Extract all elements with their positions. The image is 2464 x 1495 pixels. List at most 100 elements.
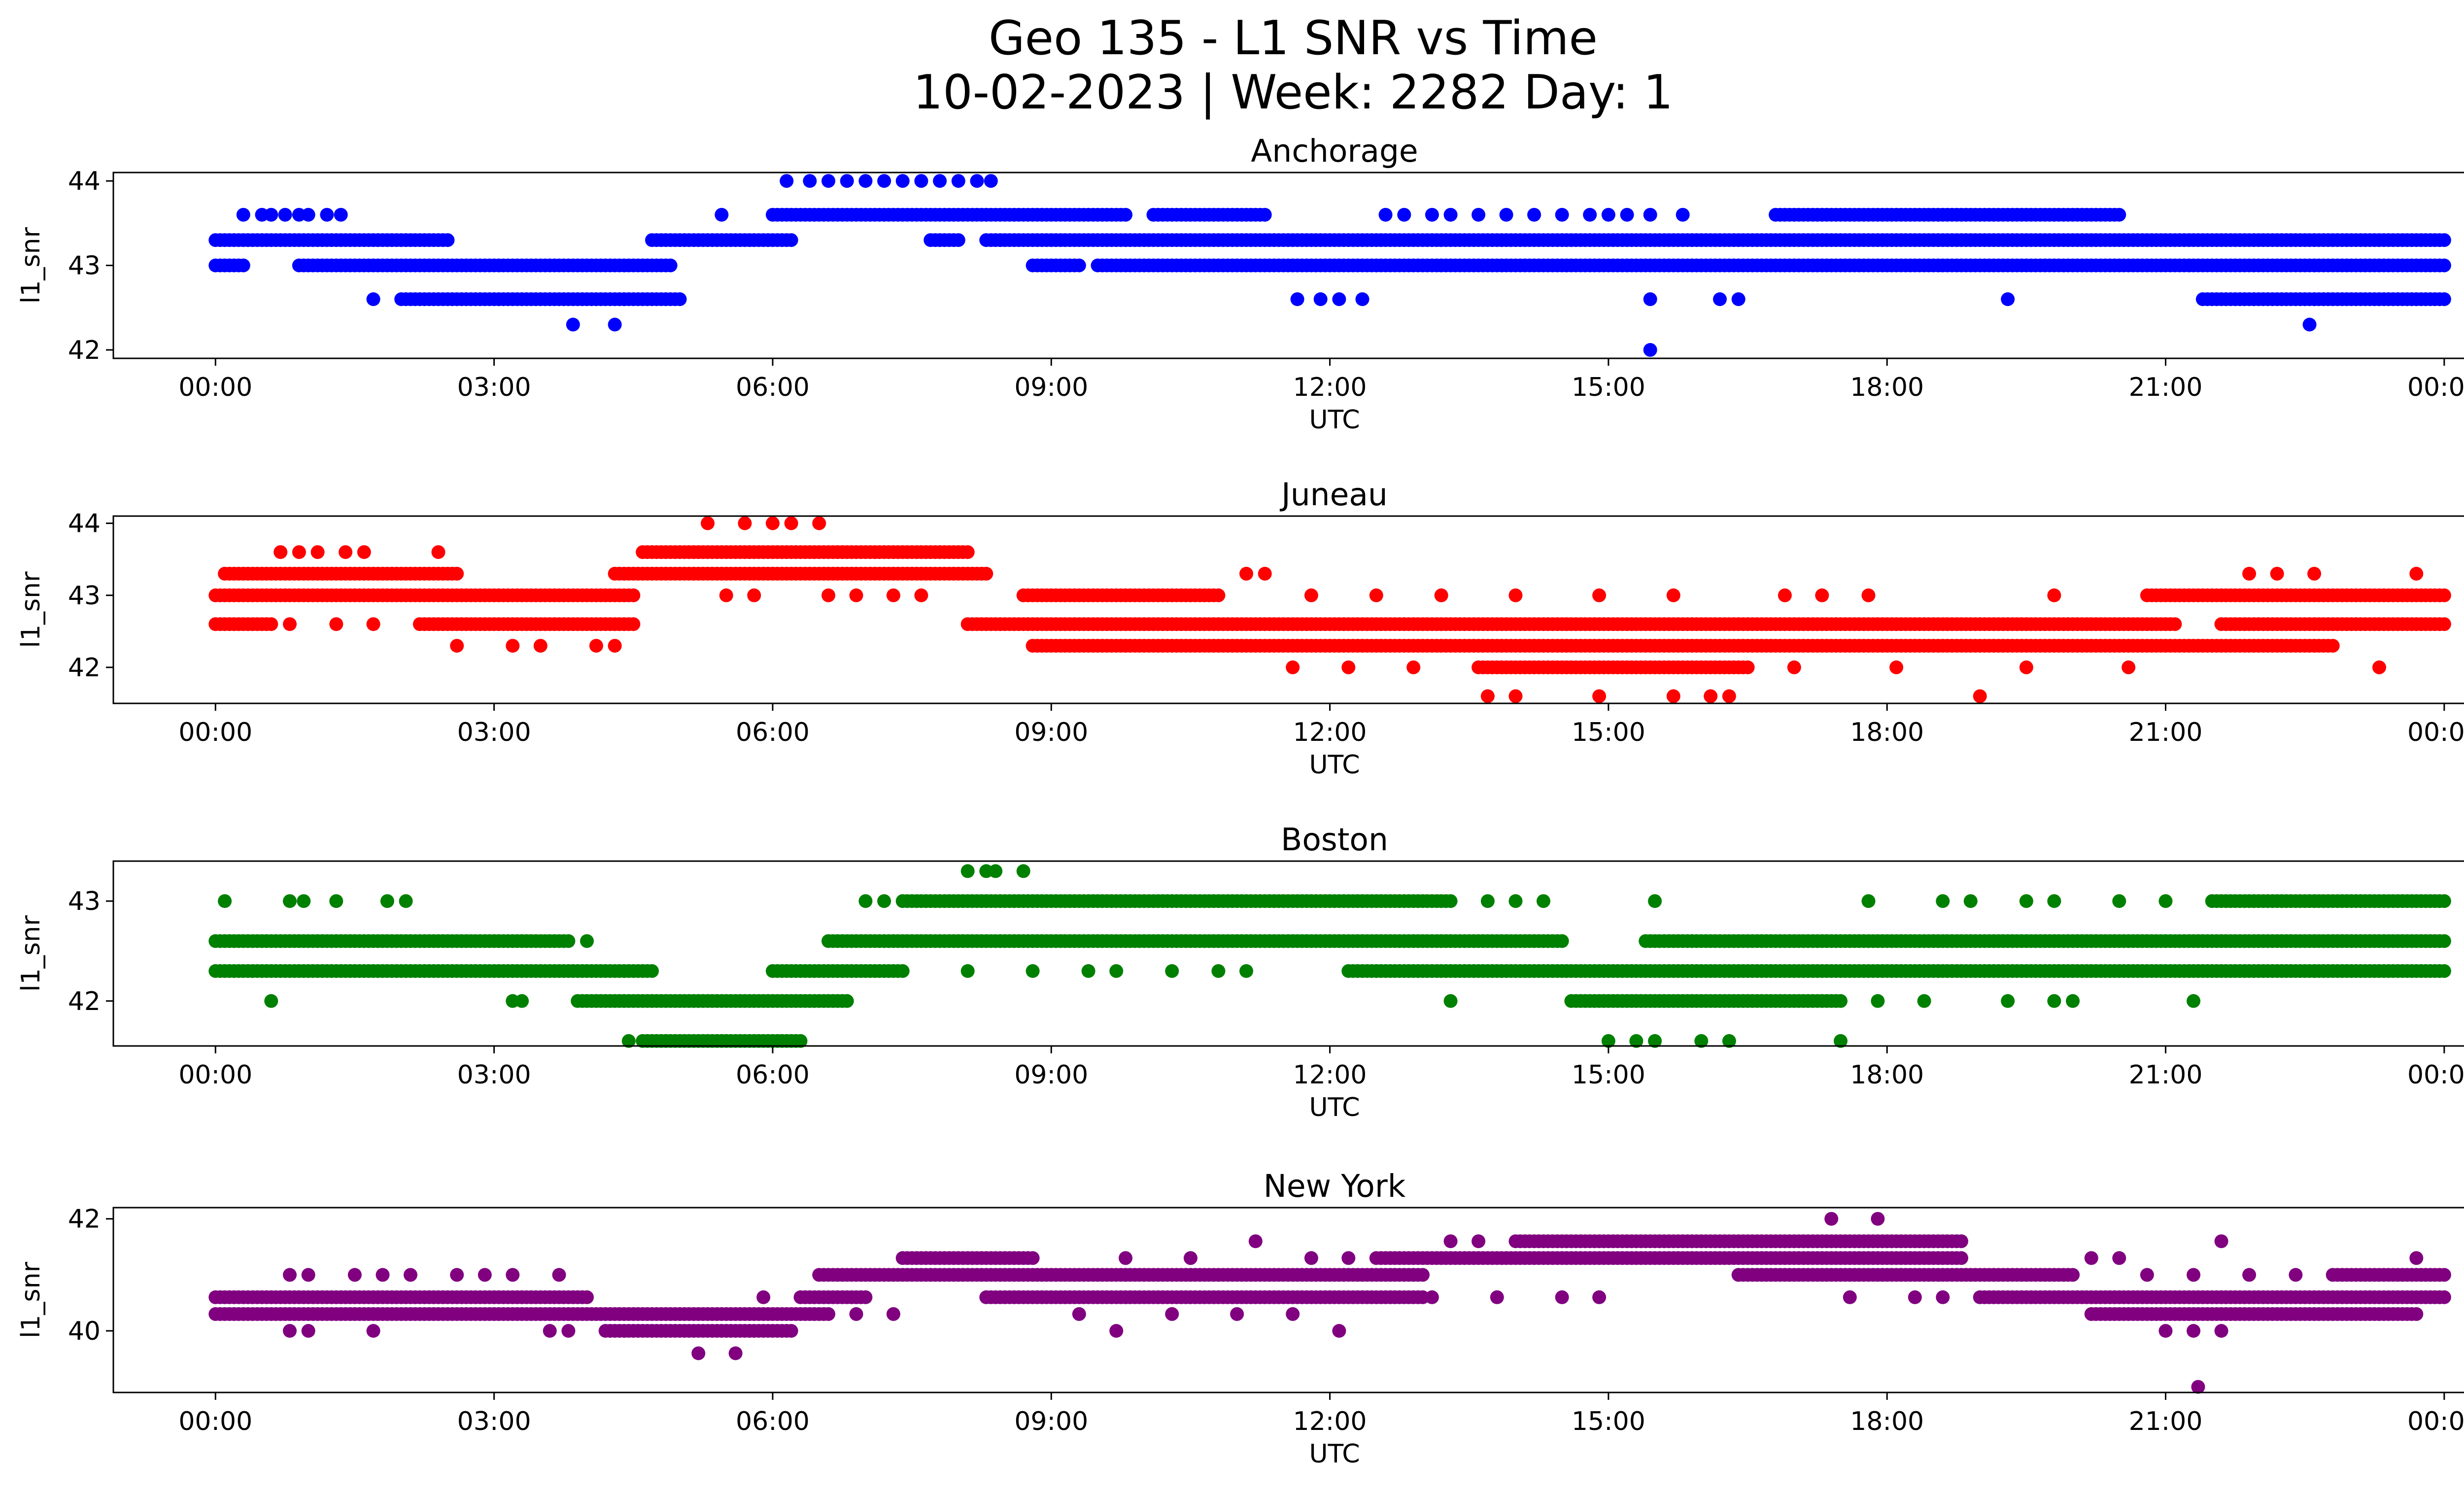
data-point	[1527, 208, 1541, 222]
y-tick-label: 40	[68, 1317, 101, 1346]
x-tick-label: 03:00	[457, 373, 531, 402]
data-point	[1119, 208, 1132, 222]
x-tick-label: 00:00	[178, 1060, 252, 1090]
x-tick-label: 18:00	[1850, 373, 1924, 402]
x-tick-label: 09:00	[1014, 1407, 1088, 1436]
series-band	[1508, 1234, 1968, 1249]
x-tick-label: 21:00	[2129, 1407, 2203, 1436]
series-band	[208, 588, 2451, 602]
axes-frame	[112, 860, 2464, 1047]
y-axis-label: l1_snr	[16, 1261, 46, 1338]
data-point	[1741, 660, 1755, 674]
data-point	[821, 174, 835, 188]
data-point	[1443, 894, 1458, 908]
data-point	[1165, 1307, 1179, 1321]
series-points	[208, 864, 2451, 1048]
data-point	[1676, 208, 1690, 222]
data-point	[339, 545, 353, 559]
data-point	[1908, 1290, 1922, 1304]
data-point	[366, 1324, 380, 1338]
data-point	[1165, 964, 1179, 978]
data-point	[1871, 994, 1885, 1008]
series-band	[1472, 660, 1755, 674]
data-point	[765, 516, 780, 530]
x-tick-label: 15:00	[1572, 1060, 1645, 1090]
x-tick-label: 09:00	[1014, 718, 1088, 747]
data-point	[1713, 292, 1727, 306]
data-point	[933, 174, 947, 188]
data-point	[1917, 994, 1931, 1008]
data-point	[2019, 660, 2033, 674]
data-point	[914, 588, 928, 602]
x-tick-label: 12:00	[1293, 1060, 1367, 1090]
data-point	[320, 208, 334, 222]
data-point	[589, 639, 603, 653]
series-band	[208, 964, 2451, 978]
data-point	[914, 174, 928, 188]
data-point	[2084, 1251, 2098, 1265]
data-point	[821, 588, 835, 602]
series-band	[208, 1307, 2424, 1321]
x-tick-label: 15:00	[1572, 373, 1645, 402]
data-point	[1239, 566, 1253, 581]
y-tick-label: 44	[68, 167, 101, 196]
series-band	[1026, 639, 2340, 653]
data-point	[895, 964, 910, 978]
data-point	[1313, 292, 1328, 306]
x-tick-label: 00:00	[2407, 718, 2464, 747]
data-point	[441, 233, 455, 247]
data-point	[1332, 292, 1346, 306]
data-point	[404, 1268, 417, 1282]
data-point	[1643, 208, 1657, 222]
series-band	[208, 934, 2451, 948]
data-point	[566, 317, 580, 332]
data-point	[1861, 588, 1876, 602]
data-point	[1026, 1251, 1040, 1265]
panel-title: Boston	[1281, 822, 1388, 858]
data-point	[543, 1324, 557, 1338]
data-point	[1072, 258, 1086, 273]
data-point	[283, 617, 297, 631]
data-point	[2158, 1324, 2173, 1338]
series-band	[208, 617, 2451, 631]
data-point	[1666, 689, 1680, 703]
data-point	[1508, 894, 1523, 908]
data-point	[561, 1324, 576, 1338]
axes-frame	[112, 515, 2464, 704]
data-point	[376, 1268, 390, 1282]
data-point	[1508, 588, 1523, 602]
x-tick-label: 00:00	[178, 373, 252, 402]
data-point	[812, 516, 826, 530]
data-point	[645, 964, 659, 978]
data-point	[1286, 660, 1300, 674]
data-point	[1963, 894, 1978, 908]
data-point	[701, 516, 715, 530]
data-point	[784, 1324, 798, 1338]
data-point	[1258, 208, 1272, 222]
series-points	[208, 1212, 2451, 1394]
data-point	[1332, 1324, 1346, 1338]
data-point	[1211, 964, 1226, 978]
plot-area	[113, 516, 2464, 703]
data-point	[1694, 1034, 1709, 1048]
figure-title-line1: Geo 135 - L1 SNR vs Time	[989, 11, 1598, 66]
data-point	[715, 208, 729, 222]
x-tick-label: 12:00	[1293, 718, 1367, 747]
data-point	[533, 639, 548, 653]
data-point	[1026, 964, 1040, 978]
data-point	[2242, 566, 2257, 581]
data-point	[478, 1268, 492, 1282]
data-point	[1815, 588, 1829, 602]
y-axis-label: l1_snr	[16, 571, 46, 648]
data-point	[1434, 588, 1448, 602]
data-point	[1620, 208, 1634, 222]
data-point	[1425, 208, 1439, 222]
series-band	[636, 1034, 808, 1048]
x-tick-label: 06:00	[736, 1407, 810, 1436]
data-point	[1425, 1290, 1439, 1304]
figure-title-line2: 10-02-2023 | Week: 2282 Day: 1	[913, 66, 1673, 120]
data-point	[1731, 292, 1745, 306]
x-tick-label: 21:00	[2129, 718, 2203, 747]
data-point	[2168, 617, 2182, 631]
data-point	[1109, 964, 1124, 978]
